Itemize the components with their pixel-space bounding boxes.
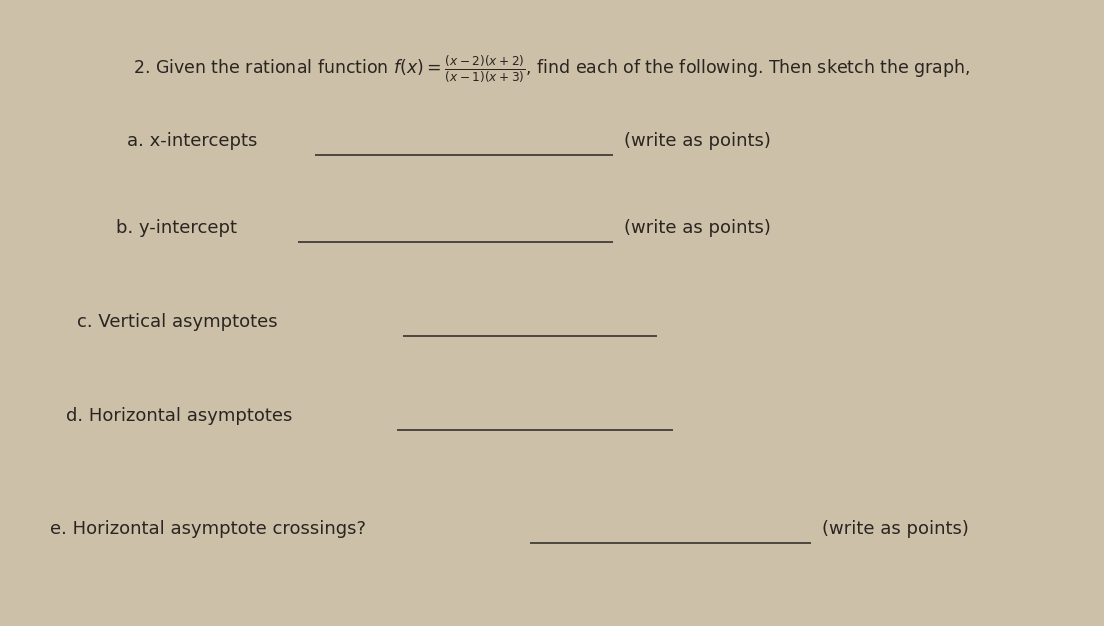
Text: (write as points): (write as points) xyxy=(822,520,969,538)
Text: (write as points): (write as points) xyxy=(624,220,771,237)
Text: (write as points): (write as points) xyxy=(624,132,771,150)
Text: b. y-intercept: b. y-intercept xyxy=(116,220,237,237)
Text: c. Vertical asymptotes: c. Vertical asymptotes xyxy=(77,314,278,331)
Text: a. x-intercepts: a. x-intercepts xyxy=(127,132,257,150)
Text: 2. Given the rational function $f(x) = \frac{(x-2)(x+2)}{(x-1)(x+3)}$, find each: 2. Given the rational function $f(x) = \… xyxy=(134,53,970,85)
Text: e. Horizontal asymptote crossings?: e. Horizontal asymptote crossings? xyxy=(50,520,365,538)
Text: d. Horizontal asymptotes: d. Horizontal asymptotes xyxy=(66,408,293,425)
